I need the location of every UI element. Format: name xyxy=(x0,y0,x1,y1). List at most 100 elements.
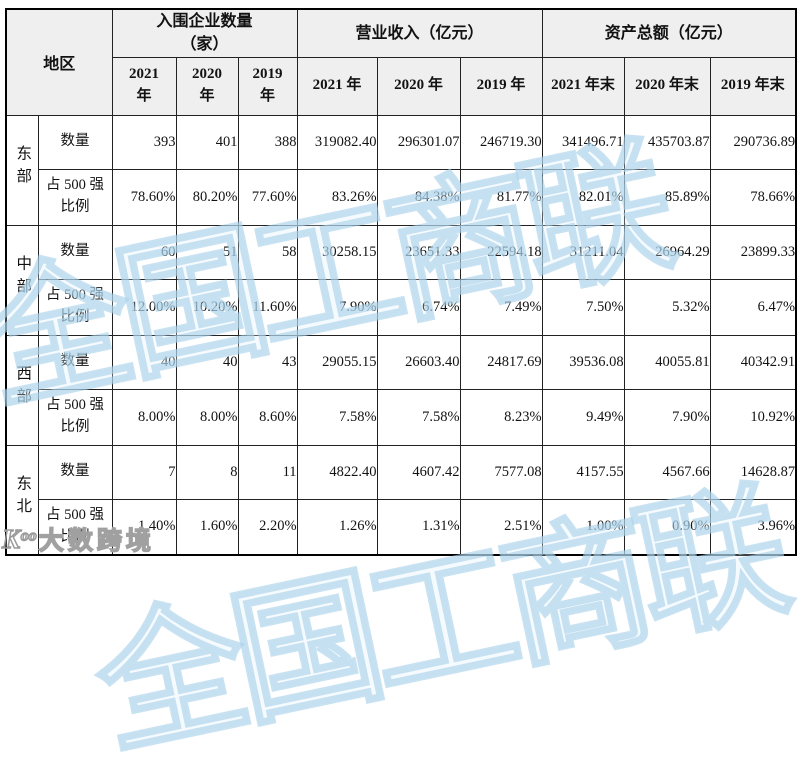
cell: 7.58% xyxy=(296,388,378,446)
table-body: 东部 数量 393 401 388 319082.40 296301.07 24… xyxy=(5,114,797,556)
cell: 11 xyxy=(237,444,298,500)
header-group-row: 地区 入围企业数量 （家） 营业收入（亿元） 资产总额（亿元） xyxy=(5,8,797,116)
cell: 26603.40 xyxy=(376,334,461,390)
cell: 435703.87 xyxy=(623,114,711,170)
cell: 58 xyxy=(237,224,298,280)
cell: 82.01% xyxy=(541,168,625,226)
header-region: 地区 xyxy=(5,8,113,116)
cell: 7.90% xyxy=(296,278,378,336)
table-row: 占 500 强 比例 78.60% 80.20% 77.60% 83.26% 8… xyxy=(6,168,797,226)
cell: 2.20% xyxy=(237,498,298,556)
cell: 24817.69 xyxy=(459,334,543,390)
cell: 8.23% xyxy=(459,388,543,446)
cell: 393 xyxy=(111,114,177,170)
region-name: 中部 xyxy=(14,255,32,300)
cell: 40055.81 xyxy=(623,334,711,390)
cell: 78.66% xyxy=(709,168,797,226)
cell: 31211.04 xyxy=(541,224,625,280)
cell: 6.47% xyxy=(709,278,797,336)
header-group-revenue: 营业收入（亿元） xyxy=(296,8,543,58)
cell: 23899.33 xyxy=(709,224,797,280)
cell: 7577.08 xyxy=(459,444,543,500)
cell: 1.40% xyxy=(111,498,177,556)
cell: 9.49% xyxy=(541,388,625,446)
cell: 4607.42 xyxy=(376,444,461,500)
cell: 43 xyxy=(237,334,298,390)
table-row: 占 500 强 比例 8.00% 8.00% 8.60% 7.58% 7.58%… xyxy=(6,388,797,446)
cell: 4157.55 xyxy=(541,444,625,500)
cell: 83.26% xyxy=(296,168,378,226)
page: { "watermark": { "text": "全国工商联", "color… xyxy=(0,8,798,777)
cell: 23651.33 xyxy=(376,224,461,280)
header-year: 2020 年 xyxy=(175,56,239,116)
cell: 22594.18 xyxy=(459,224,543,280)
region-label-central: 中部 xyxy=(5,224,39,336)
region-label-northeast: 东北 xyxy=(5,444,39,556)
cell: 4567.66 xyxy=(623,444,711,500)
cell: 10.92% xyxy=(709,388,797,446)
table-header: 地区 入围企业数量 （家） 营业收入（亿元） 资产总额（亿元） 2021 年 2… xyxy=(5,8,797,116)
cell: 7 xyxy=(111,444,177,500)
region-name: 东北 xyxy=(14,474,32,520)
cell: 8.00% xyxy=(111,388,177,446)
cell: 319082.40 xyxy=(296,114,378,170)
header-year: 2019 年 xyxy=(237,56,298,116)
header-year: 2020 年 xyxy=(376,56,461,116)
cell: 2.51% xyxy=(459,498,543,556)
row-label-count: 数量 xyxy=(37,114,113,170)
cell: 388 xyxy=(237,114,298,170)
header-year: 2020 年末 xyxy=(623,56,711,116)
cell: 8.00% xyxy=(175,388,239,446)
cell: 7.49% xyxy=(459,278,543,336)
header-year: 2019 年 xyxy=(459,56,543,116)
cell: 81.77% xyxy=(459,168,543,226)
cell: 51 xyxy=(175,224,239,280)
cell: 26964.29 xyxy=(623,224,711,280)
cell: 40 xyxy=(175,334,239,390)
cell: 30258.15 xyxy=(296,224,378,280)
cell: 78.60% xyxy=(111,168,177,226)
cell: 290736.89 xyxy=(709,114,797,170)
table-row: 西部 数量 40 40 43 29055.15 26603.40 24817.6… xyxy=(5,334,797,446)
cell: 8 xyxy=(175,444,239,500)
cell: 10.20% xyxy=(175,278,239,336)
table-row: 中部 数量 60 51 58 30258.15 23651.33 22594.1… xyxy=(5,224,797,336)
cell: 5.32% xyxy=(623,278,711,336)
cell: 296301.07 xyxy=(376,114,461,170)
table-row: 占 500 强 比例 12.00% 10.20% 11.60% 7.90% 6.… xyxy=(6,278,797,336)
header-year: 2019 年末 xyxy=(709,56,797,116)
table-row: 占 500 强 比例 1.40% 1.60% 2.20% 1.26% 1.31%… xyxy=(6,498,797,556)
cell: 7.58% xyxy=(376,388,461,446)
cell: 12.00% xyxy=(111,278,177,336)
cell: 60 xyxy=(111,224,177,280)
header-year: 2021 年 xyxy=(111,56,177,116)
cell: 80.20% xyxy=(175,168,239,226)
header-sub-row: 2021 年 2020 年 2019 年 2021 年 2020 年 2019 … xyxy=(6,56,797,116)
cell: 39536.08 xyxy=(541,334,625,390)
row-label-count: 数量 xyxy=(37,334,113,390)
region-name: 东部 xyxy=(14,145,32,190)
cell: 0.90% xyxy=(623,498,711,556)
cell: 29055.15 xyxy=(296,334,378,390)
cell: 1.31% xyxy=(376,498,461,556)
header-year: 2021 年末 xyxy=(541,56,625,116)
cell: 246719.30 xyxy=(459,114,543,170)
cell: 1.60% xyxy=(175,498,239,556)
cell: 84.38% xyxy=(376,168,461,226)
regional-stats-table: 地区 入围企业数量 （家） 营业收入（亿元） 资产总额（亿元） 2021 年 2… xyxy=(5,8,798,556)
cell: 40 xyxy=(111,334,177,390)
cell: 1.26% xyxy=(296,498,378,556)
cell: 85.89% xyxy=(623,168,711,226)
cell: 401 xyxy=(175,114,239,170)
region-label-west: 西部 xyxy=(5,334,39,446)
row-label-share: 占 500 强 比例 xyxy=(37,278,113,336)
row-label-count: 数量 xyxy=(37,444,113,500)
row-label-share: 占 500 强 比例 xyxy=(37,388,113,446)
table-row: 东部 数量 393 401 388 319082.40 296301.07 24… xyxy=(5,114,797,226)
cell: 7.50% xyxy=(541,278,625,336)
cell: 40342.91 xyxy=(709,334,797,390)
region-name: 西部 xyxy=(14,365,32,410)
cell: 8.60% xyxy=(237,388,298,446)
row-label-share: 占 500 强 比例 xyxy=(37,498,113,556)
row-label-count: 数量 xyxy=(37,224,113,280)
